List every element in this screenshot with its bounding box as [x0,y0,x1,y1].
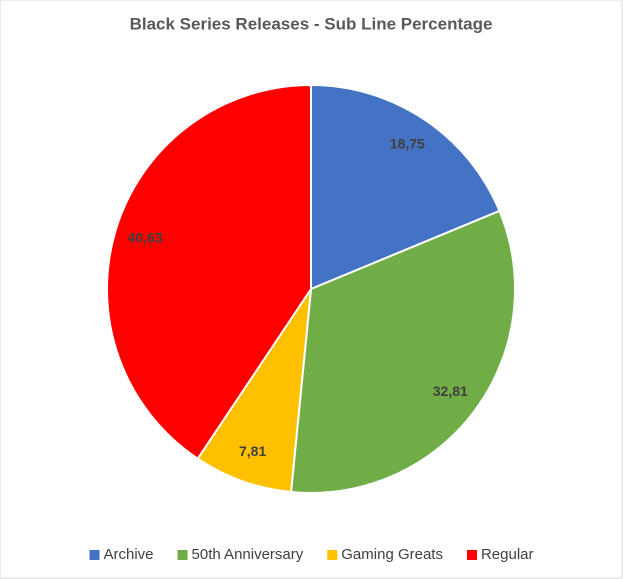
legend-label: 50th Anniversary [192,546,304,563]
legend-swatch [89,550,100,560]
pie-slice [196,288,312,494]
data-label: 32,81 [433,383,468,399]
legend-swatch [177,550,188,560]
legend-label: Regular [481,546,534,563]
pie-slice [310,83,501,291]
legend-label: Archive [103,546,153,563]
legend-label: Gaming Greats [341,546,443,563]
legend-swatch [466,550,477,560]
chart-title: Black Series Releases - Sub Line Percent… [130,14,493,33]
pie-slice [289,209,516,494]
data-label: 18,75 [390,136,425,152]
legend: Archive 50th Anniversary Gaming Greats Regu… [89,546,534,563]
data-label: 40,63 [128,229,163,245]
legend-swatch [327,550,338,560]
pie-slice [106,83,312,461]
data-label: 7,81 [239,443,266,459]
